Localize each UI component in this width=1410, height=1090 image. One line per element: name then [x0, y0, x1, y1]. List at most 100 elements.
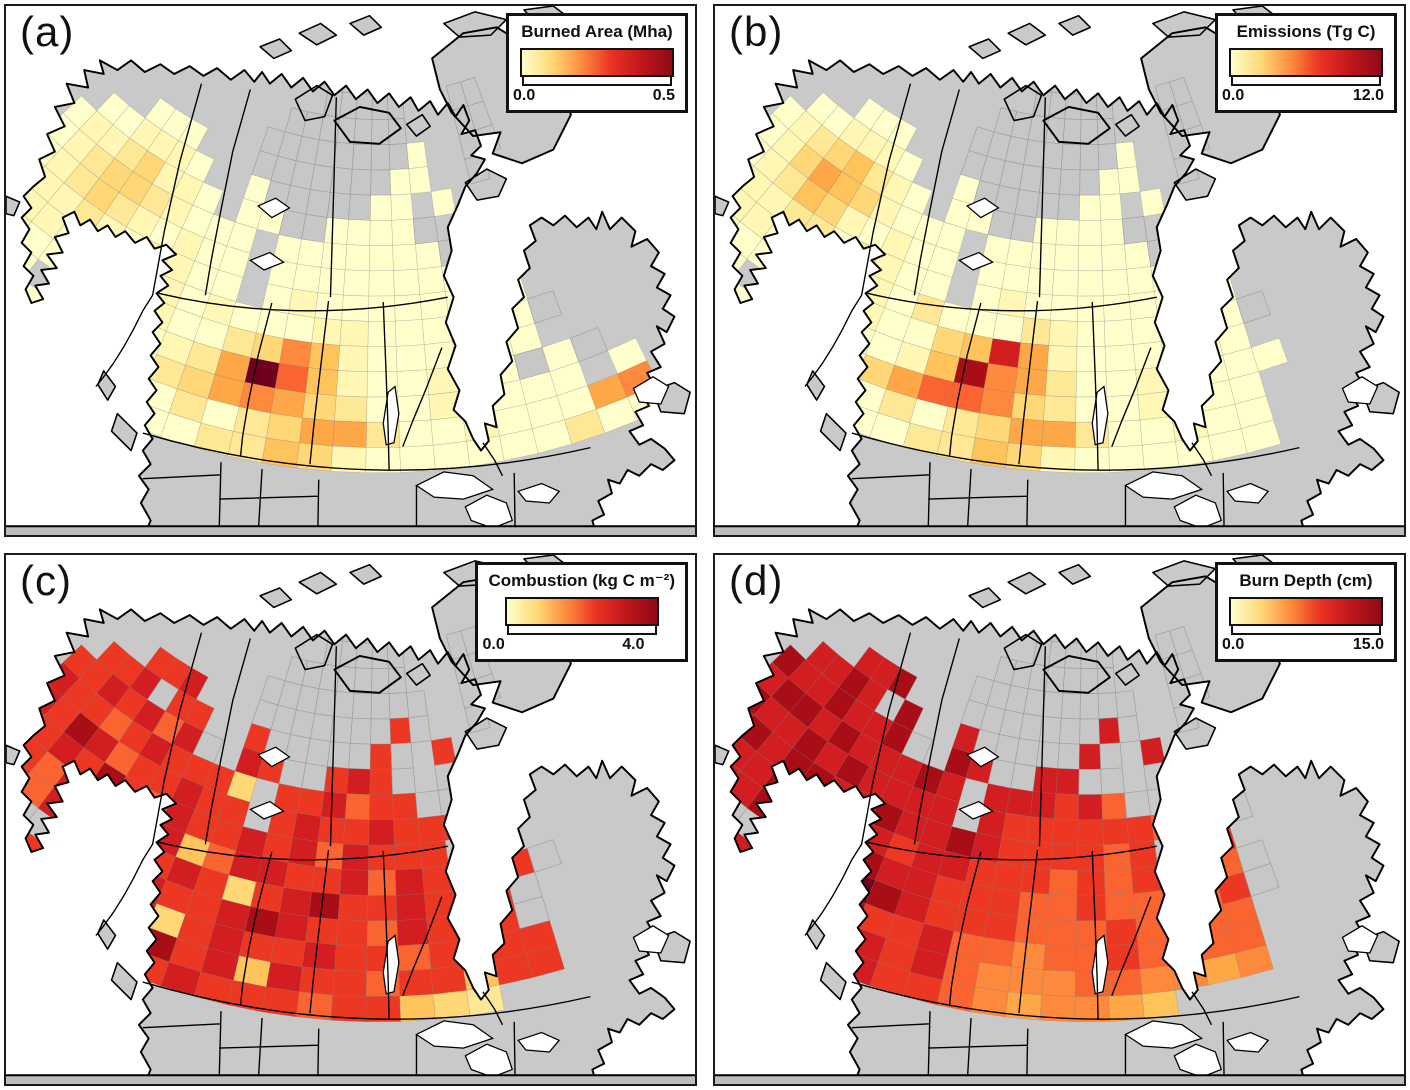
data-cell — [391, 218, 416, 246]
data-cell — [730, 808, 733, 849]
legend-axis-a — [522, 77, 672, 86]
data-cell — [21, 259, 24, 300]
data-cell — [368, 245, 394, 272]
map-canvas-d — [715, 555, 1404, 1084]
data-cell — [730, 696, 755, 734]
data-cell — [1179, 281, 1211, 313]
no-data-cell — [1062, 667, 1082, 695]
data-cell — [730, 317, 771, 358]
data-cell — [988, 887, 1021, 918]
panel-b: (b) Emissions (Tg C) 0.0 12.0 — [713, 4, 1406, 537]
no-data-cell — [348, 193, 371, 221]
no-data-cell — [1010, 213, 1037, 243]
data-cell — [1164, 910, 1200, 941]
no-data-cell — [348, 742, 371, 770]
data-cell — [1132, 341, 1166, 371]
data-cell — [86, 269, 125, 307]
data-cell — [421, 316, 453, 345]
data-cell — [979, 387, 1015, 419]
data-cell — [343, 269, 370, 297]
no-data-cell — [1045, 116, 1066, 145]
no-data-cell — [1051, 66, 1069, 95]
no-data-cell — [1078, 768, 1102, 795]
data-cell — [1139, 416, 1176, 446]
no-data-cell — [333, 141, 355, 170]
no-data-cell — [350, 717, 372, 745]
no-data-cell — [370, 693, 391, 720]
no-data-cell — [1059, 717, 1081, 745]
no-data-cell — [326, 741, 351, 769]
data-cell — [979, 936, 1015, 968]
no-data-cell — [526, 290, 563, 324]
data-cell — [448, 311, 481, 342]
no-data-cell — [372, 68, 388, 95]
no-data-cell — [1018, 713, 1043, 742]
map-canvas-b — [715, 6, 1404, 535]
data-cell — [88, 877, 129, 915]
data-cell — [367, 869, 397, 896]
data-cell — [1041, 420, 1076, 448]
data-cell — [1128, 840, 1159, 869]
no-data-cell — [1117, 715, 1141, 744]
no-data-cell — [1174, 805, 1205, 837]
data-cell — [389, 717, 412, 745]
data-cell — [346, 768, 371, 795]
data-cell — [1048, 868, 1078, 896]
no-data-cell — [1035, 192, 1060, 220]
no-data-cell — [406, 690, 428, 719]
data-cell — [769, 313, 811, 352]
no-data-cell — [388, 692, 410, 720]
no-data-cell — [1014, 738, 1040, 767]
data-cell — [1014, 367, 1048, 397]
data-cell — [270, 387, 306, 419]
no-data-cell — [1057, 193, 1080, 221]
data-cell — [808, 797, 846, 834]
no-data-cell — [386, 92, 405, 120]
no-data-cell — [1018, 164, 1043, 193]
no-data-cell — [1115, 690, 1137, 719]
data-cell — [715, 770, 724, 809]
data-cell — [283, 313, 316, 344]
data-cell — [320, 791, 348, 820]
no-data-cell — [309, 164, 334, 193]
data-cell — [1108, 993, 1145, 1022]
data-cell — [346, 219, 371, 246]
data-cell — [34, 356, 78, 396]
data-cell — [1077, 819, 1104, 846]
data-cell — [1103, 294, 1132, 322]
data-cell — [1044, 919, 1077, 947]
legend-colorbar-d — [1229, 597, 1383, 626]
data-cell — [392, 792, 418, 820]
panel-d: (d) Burn Depth (cm) 0.0 15.0 — [713, 553, 1406, 1086]
no-data-cell — [353, 118, 373, 146]
data-cell — [334, 395, 368, 423]
no-data-cell — [1035, 741, 1060, 769]
data-cell — [1183, 305, 1217, 338]
data-cell — [452, 336, 486, 367]
no-data-cell — [372, 617, 388, 644]
data-cell — [265, 961, 303, 993]
data-cell — [1164, 361, 1200, 392]
data-cell — [1128, 291, 1159, 320]
data-cell — [988, 338, 1021, 369]
data-cell — [21, 808, 24, 849]
data-cell — [1017, 342, 1050, 371]
data-cell — [466, 984, 505, 1016]
data-cell — [1130, 865, 1162, 894]
data-cell — [1100, 218, 1125, 246]
legend-min-a: 0.0 — [513, 87, 536, 104]
data-cell — [983, 912, 1018, 943]
data-cell — [21, 147, 46, 185]
no-data-cell — [388, 143, 410, 171]
panel-label-c: (c) — [20, 557, 72, 604]
data-cell — [1175, 435, 1214, 467]
data-cell — [367, 346, 398, 373]
data-cell — [1161, 885, 1195, 916]
data-cell — [1098, 168, 1121, 196]
legend-max-b: 12.0 — [1352, 87, 1384, 104]
no-data-cell — [408, 715, 432, 744]
data-cell — [1168, 935, 1204, 966]
data-cell — [296, 238, 325, 268]
data-cell — [1005, 238, 1034, 268]
data-cell — [1101, 243, 1127, 271]
